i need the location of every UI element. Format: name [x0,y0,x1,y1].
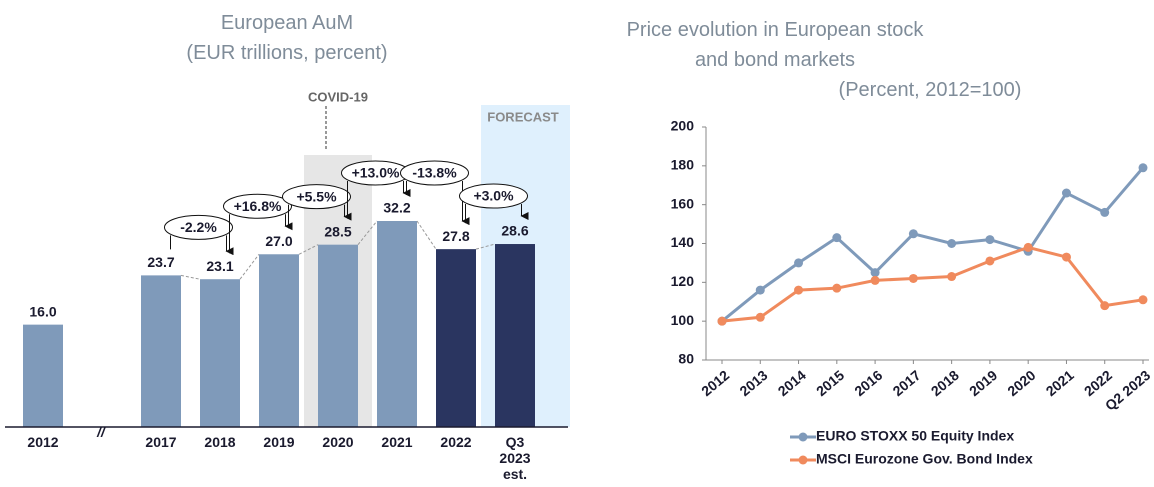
series-line [721,245,1144,323]
point [870,275,880,285]
x-tick-label: 2018 [928,367,962,399]
x-tick-label: 2021 [381,434,413,450]
legend-marker [798,455,808,465]
change-label: -13.8% [412,165,457,181]
value-label: 27.0 [265,233,292,249]
bar [141,275,181,427]
connector [298,244,319,255]
x-tick-label: 2020 [322,434,354,450]
y-tick-label: 100 [671,312,695,328]
point [947,239,957,248]
change-label: +16.8% [234,198,282,214]
y-tick-label: 140 [671,234,695,250]
point [1061,252,1071,262]
point [908,229,918,239]
bar [200,279,240,427]
series-line [721,166,1145,323]
change-bubble [223,193,292,219]
point [870,268,880,278]
x-tick-label: 2022 [440,434,472,450]
x-tick-label: 2012 [27,434,59,450]
value-label: 32.2 [383,200,410,216]
value-label: 28.5 [324,223,351,239]
connector [357,220,378,245]
x-tick-label: 2016 [851,367,885,399]
x-tick-label: 2019 [263,434,295,450]
y-tick-label: 200 [671,118,695,134]
highlight-label: FORECAST [487,109,559,124]
bar [377,221,417,427]
x-tick-label: 2012 [698,367,732,399]
point [908,273,918,283]
point [947,272,957,282]
bar [259,254,299,427]
point [832,283,842,293]
point [1023,242,1033,252]
point [985,235,995,245]
x-tick-label: 2017 [145,434,177,450]
chart-title: Price evolution in European stock and bo… [626,19,924,71]
change-label: -2.2% [180,219,217,235]
point [1100,207,1110,217]
change-label: +13.0% [352,165,400,181]
legend-marker [798,432,808,442]
change-bubble [400,160,469,186]
x-tick-label: Q3 2023 est. [499,434,531,482]
chart-title: European AuM [220,12,354,34]
highlight-label: COVID-19 [308,89,368,104]
x-tick-label: 2013 [736,367,770,399]
point [717,316,727,326]
bar [495,244,535,427]
point [832,233,842,243]
change-label: +3.0% [473,188,514,204]
value-label: 23.1 [206,258,233,274]
change-bubble [459,183,528,209]
bar [436,249,476,427]
axis-break: // [96,424,107,440]
x-tick-label: 2014 [775,367,809,399]
chart-subtitle: (EUR trillions, percent) [186,42,388,64]
connector [239,253,260,280]
change-bubble [164,214,233,240]
x-tick-label: 2015 [813,367,847,399]
connector [475,243,496,250]
legend-label: EURO STOXX 50 Equity Index [816,428,1014,444]
point [1100,301,1110,311]
value-label: 28.6 [501,223,528,239]
connector [180,274,201,280]
x-tick-label: 2018 [204,434,236,450]
legend-label: MSCI Eurozone Gov. Bond Index [816,451,1033,467]
y-tick-label: 80 [678,351,694,367]
bar [318,244,358,427]
x-tick-label: 2019 [966,367,1000,399]
connector [416,220,437,250]
change-label: +5.5% [296,188,337,204]
point [755,312,765,322]
y-tick-label: 160 [671,195,695,211]
y-tick-label: 120 [671,273,695,289]
chart-subtitle: (Percent, 2012=100) [838,79,1022,101]
point [1138,163,1148,173]
value-label: 23.7 [147,254,174,270]
change-bubble [282,184,351,210]
point [1061,188,1071,198]
x-tick-label: 2020 [1004,367,1038,399]
value-label: 27.8 [442,228,469,244]
y-tick-label: 180 [671,157,695,173]
point [755,285,765,295]
value-label: 16.0 [29,303,56,319]
x-tick-label: 2021 [1043,367,1077,399]
bar [23,324,63,427]
point [794,285,804,295]
x-tick-label: 2017 [890,367,924,399]
point [794,258,804,268]
point [1138,295,1148,305]
point [985,256,995,266]
